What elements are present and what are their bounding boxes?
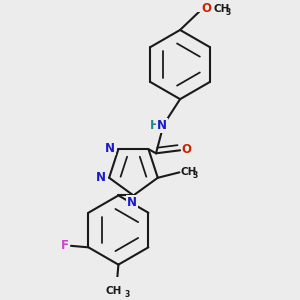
Text: H: H	[150, 119, 160, 132]
Text: 3: 3	[125, 290, 130, 299]
Text: O: O	[182, 143, 192, 156]
Text: N: N	[157, 119, 167, 132]
Text: 3: 3	[193, 171, 198, 180]
Text: CH: CH	[181, 167, 197, 177]
Text: N: N	[127, 196, 137, 208]
Text: F: F	[61, 239, 69, 252]
Text: N: N	[96, 171, 106, 184]
Text: N: N	[105, 142, 115, 155]
Text: CH: CH	[214, 4, 230, 14]
Text: 3: 3	[225, 8, 230, 17]
Text: CH: CH	[105, 286, 122, 296]
Text: O: O	[201, 2, 211, 15]
